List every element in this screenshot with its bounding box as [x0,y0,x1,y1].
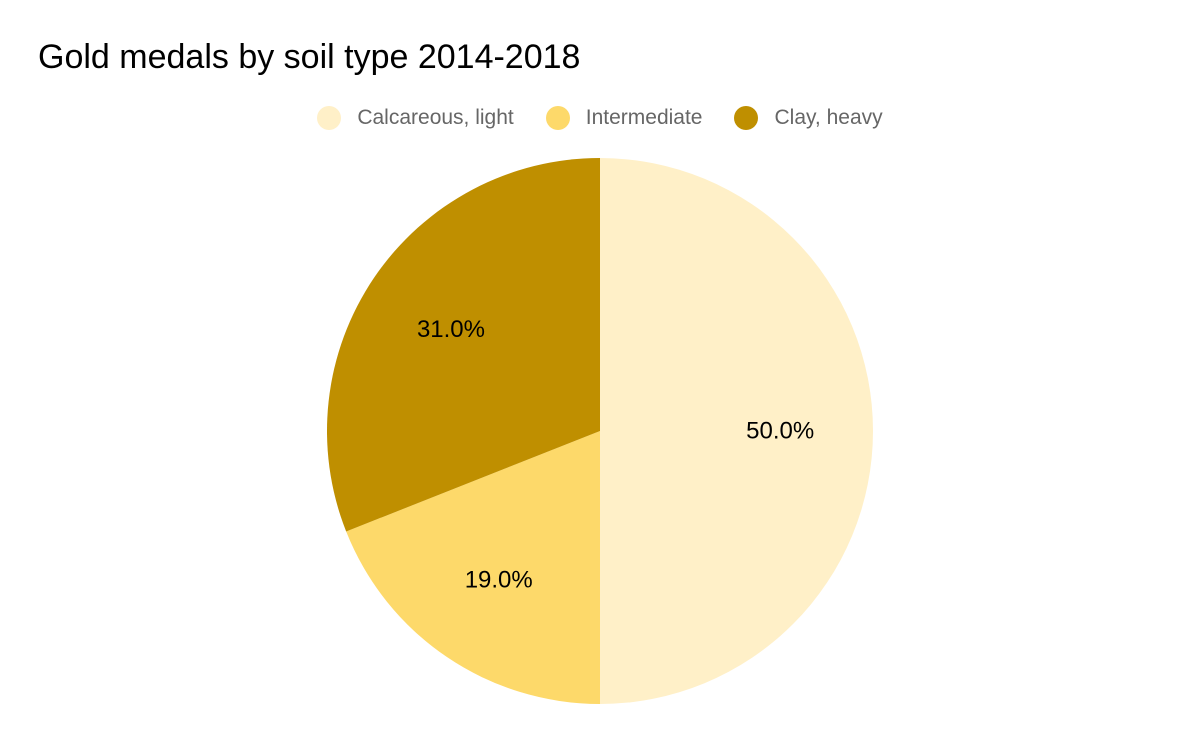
legend-label: Calcareous, light [357,106,514,129]
slice-label-calcareous-light: 50.0% [746,418,814,445]
pie-slice-clay-heavy[interactable] [327,158,600,532]
chart-legend: Calcareous, light Intermediate Clay, hea… [0,106,1200,130]
chart-title: Gold medals by soil type 2014-2018 [38,38,581,76]
slice-label-clay-heavy: 31.0% [417,316,485,343]
legend-swatch [317,106,342,130]
legend-label: Intermediate [585,106,703,129]
legend-label: Clay, heavy [774,106,883,129]
pie-slice-intermediate[interactable] [346,431,600,704]
legend-item-calcareous-light[interactable]: Calcareous, light [317,106,514,130]
pie-slice-calcareous-light[interactable] [600,158,873,704]
slice-label-intermediate: 19.0% [465,567,533,594]
legend-item-clay-heavy[interactable]: Clay, heavy [734,106,883,130]
legend-swatch [734,106,759,130]
legend-item-intermediate[interactable]: Intermediate [545,106,703,130]
legend-swatch [545,106,570,130]
